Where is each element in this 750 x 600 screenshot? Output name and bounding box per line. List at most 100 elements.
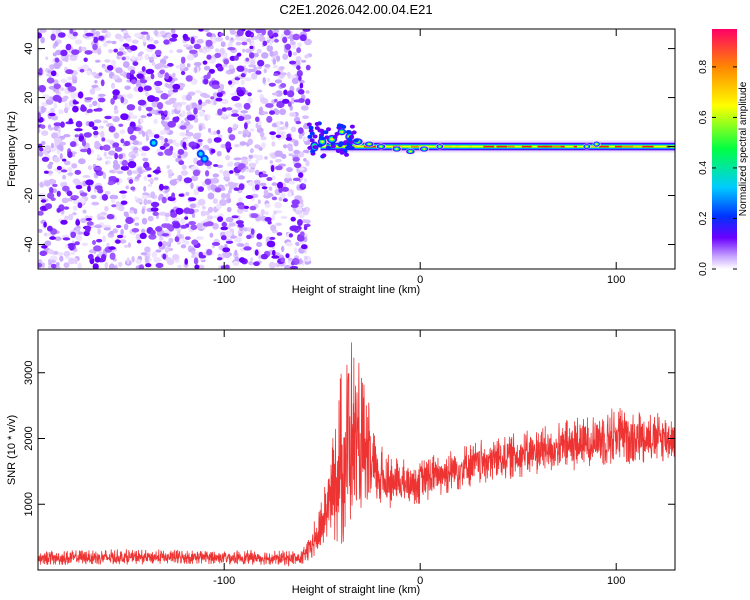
spectrogram-cell — [245, 48, 253, 54]
spectrogram-cell — [134, 32, 142, 38]
spectrogram-cell — [106, 242, 110, 248]
spectrogram-cell — [257, 199, 261, 204]
spectrogram-cell — [213, 215, 219, 219]
spectrogram-cell — [240, 110, 248, 114]
spectrogram-cell — [302, 115, 309, 119]
spectrogram-cell — [164, 216, 169, 222]
spectrogram-cell — [157, 110, 165, 114]
spectrogram-cell — [86, 109, 91, 113]
spectrogram-cell — [61, 197, 69, 204]
spectrogram-cell — [282, 36, 288, 44]
spectrogram-band-core — [599, 145, 609, 148]
spectrogram-cell — [131, 79, 137, 85]
spectrogram-cell — [117, 234, 124, 239]
spectrogram-cell — [81, 139, 87, 147]
spectrogram-cell — [131, 256, 135, 263]
spectrogram-cell — [190, 224, 198, 231]
spectrogram-cell — [88, 121, 95, 128]
spectrogram-cell — [285, 136, 293, 141]
spectrogram-cell — [274, 201, 282, 209]
spectrogram-cell — [326, 127, 331, 132]
spectrogram-cell — [108, 263, 115, 269]
spectrogram-cell — [200, 210, 206, 217]
spectrogram-cell — [87, 185, 91, 192]
spectrogram-cell — [248, 139, 252, 146]
spectrogram-cell — [294, 195, 303, 201]
spectrogram-cell — [295, 120, 302, 125]
spectrogram-cell — [148, 45, 156, 50]
spectrogram-cell — [236, 52, 242, 57]
spectrogram-cell — [345, 130, 351, 134]
spectrogram-cell — [261, 142, 266, 149]
spectrogram-cell — [234, 80, 239, 85]
spectrogram-cell — [60, 169, 68, 173]
spectrogram-cell — [183, 177, 193, 184]
spectrogram-cell — [323, 130, 329, 135]
spectrogram-cell — [306, 122, 312, 127]
spectrogram-cell — [93, 36, 99, 44]
spectrogram-cell — [141, 194, 149, 199]
spectrogram-cell — [166, 223, 171, 230]
spectrogram-cell — [289, 112, 297, 117]
spectrogram-cell — [67, 172, 74, 176]
spectrogram-cell — [198, 110, 205, 117]
spectrogram-cell — [288, 233, 293, 238]
spectrogram-cell — [209, 57, 216, 64]
spectrogram-cell — [114, 152, 118, 160]
spectrogram-cell — [96, 103, 101, 107]
spectrogram-cell — [72, 105, 79, 113]
spectrogram-cell — [51, 132, 59, 139]
spectrogram-cell — [585, 145, 588, 148]
spectrogram-cell — [100, 79, 105, 87]
spectrogram-cell — [69, 56, 78, 61]
spectrogram-cell — [109, 230, 114, 235]
spectrogram-cell — [74, 128, 83, 132]
spectrogram-cell — [191, 102, 198, 109]
spectrogram-cell — [44, 170, 49, 174]
spectrogram-cell — [241, 41, 248, 46]
spectrogram-cell — [261, 111, 269, 115]
spectrogram-cell — [57, 96, 62, 104]
spectrogram-cell — [224, 183, 229, 187]
spectrogram-cell — [65, 256, 70, 260]
spectrogram-cell — [271, 175, 276, 180]
spectrogram-cell — [202, 156, 207, 161]
spectrogram-cell — [293, 99, 302, 103]
y-tick-label: 3000 — [23, 360, 35, 384]
spectrogram-cell — [296, 65, 301, 71]
spectrogram-cell — [185, 75, 193, 82]
spectrogram-cell — [202, 205, 206, 210]
spectrogram-band-core — [642, 145, 651, 148]
spectrogram-cell — [238, 183, 245, 191]
spectrogram-cell — [187, 208, 195, 215]
spectrogram-cell — [194, 66, 198, 73]
spectrogram-cell — [172, 103, 179, 109]
spectrogram-cell — [176, 49, 183, 53]
spectrogram-cell — [74, 241, 80, 246]
spectrogram-cell — [283, 144, 288, 149]
spectrogram-cell — [179, 132, 188, 137]
spectrogram-cell — [141, 228, 146, 234]
spectrogram-cell — [234, 249, 238, 256]
spectrogram-cell — [298, 76, 302, 81]
spectrogram-band-core — [507, 145, 515, 148]
spectrogram-cell — [237, 204, 247, 210]
spectrogram-cell — [206, 54, 212, 60]
spectrogram-cell — [147, 95, 156, 103]
spectrogram-band-core — [496, 145, 507, 148]
spectrogram-cell — [213, 137, 222, 143]
spectrogram-cell — [53, 137, 62, 144]
spectrogram-cell — [168, 49, 174, 54]
spectrogram-cell — [180, 217, 186, 225]
spectrogram-cell — [65, 44, 72, 51]
spectrogram-cell — [264, 211, 269, 216]
spectrogram-cell — [124, 85, 131, 90]
spectrogram-cell — [223, 59, 229, 65]
spectrogram-cell — [159, 145, 166, 150]
spectrogram-cell — [51, 147, 56, 153]
spectrogram-cell — [164, 138, 169, 143]
spectrogram-cell — [186, 114, 196, 121]
spectrogram-cell — [71, 49, 80, 55]
spectrogram-cell — [200, 92, 209, 98]
